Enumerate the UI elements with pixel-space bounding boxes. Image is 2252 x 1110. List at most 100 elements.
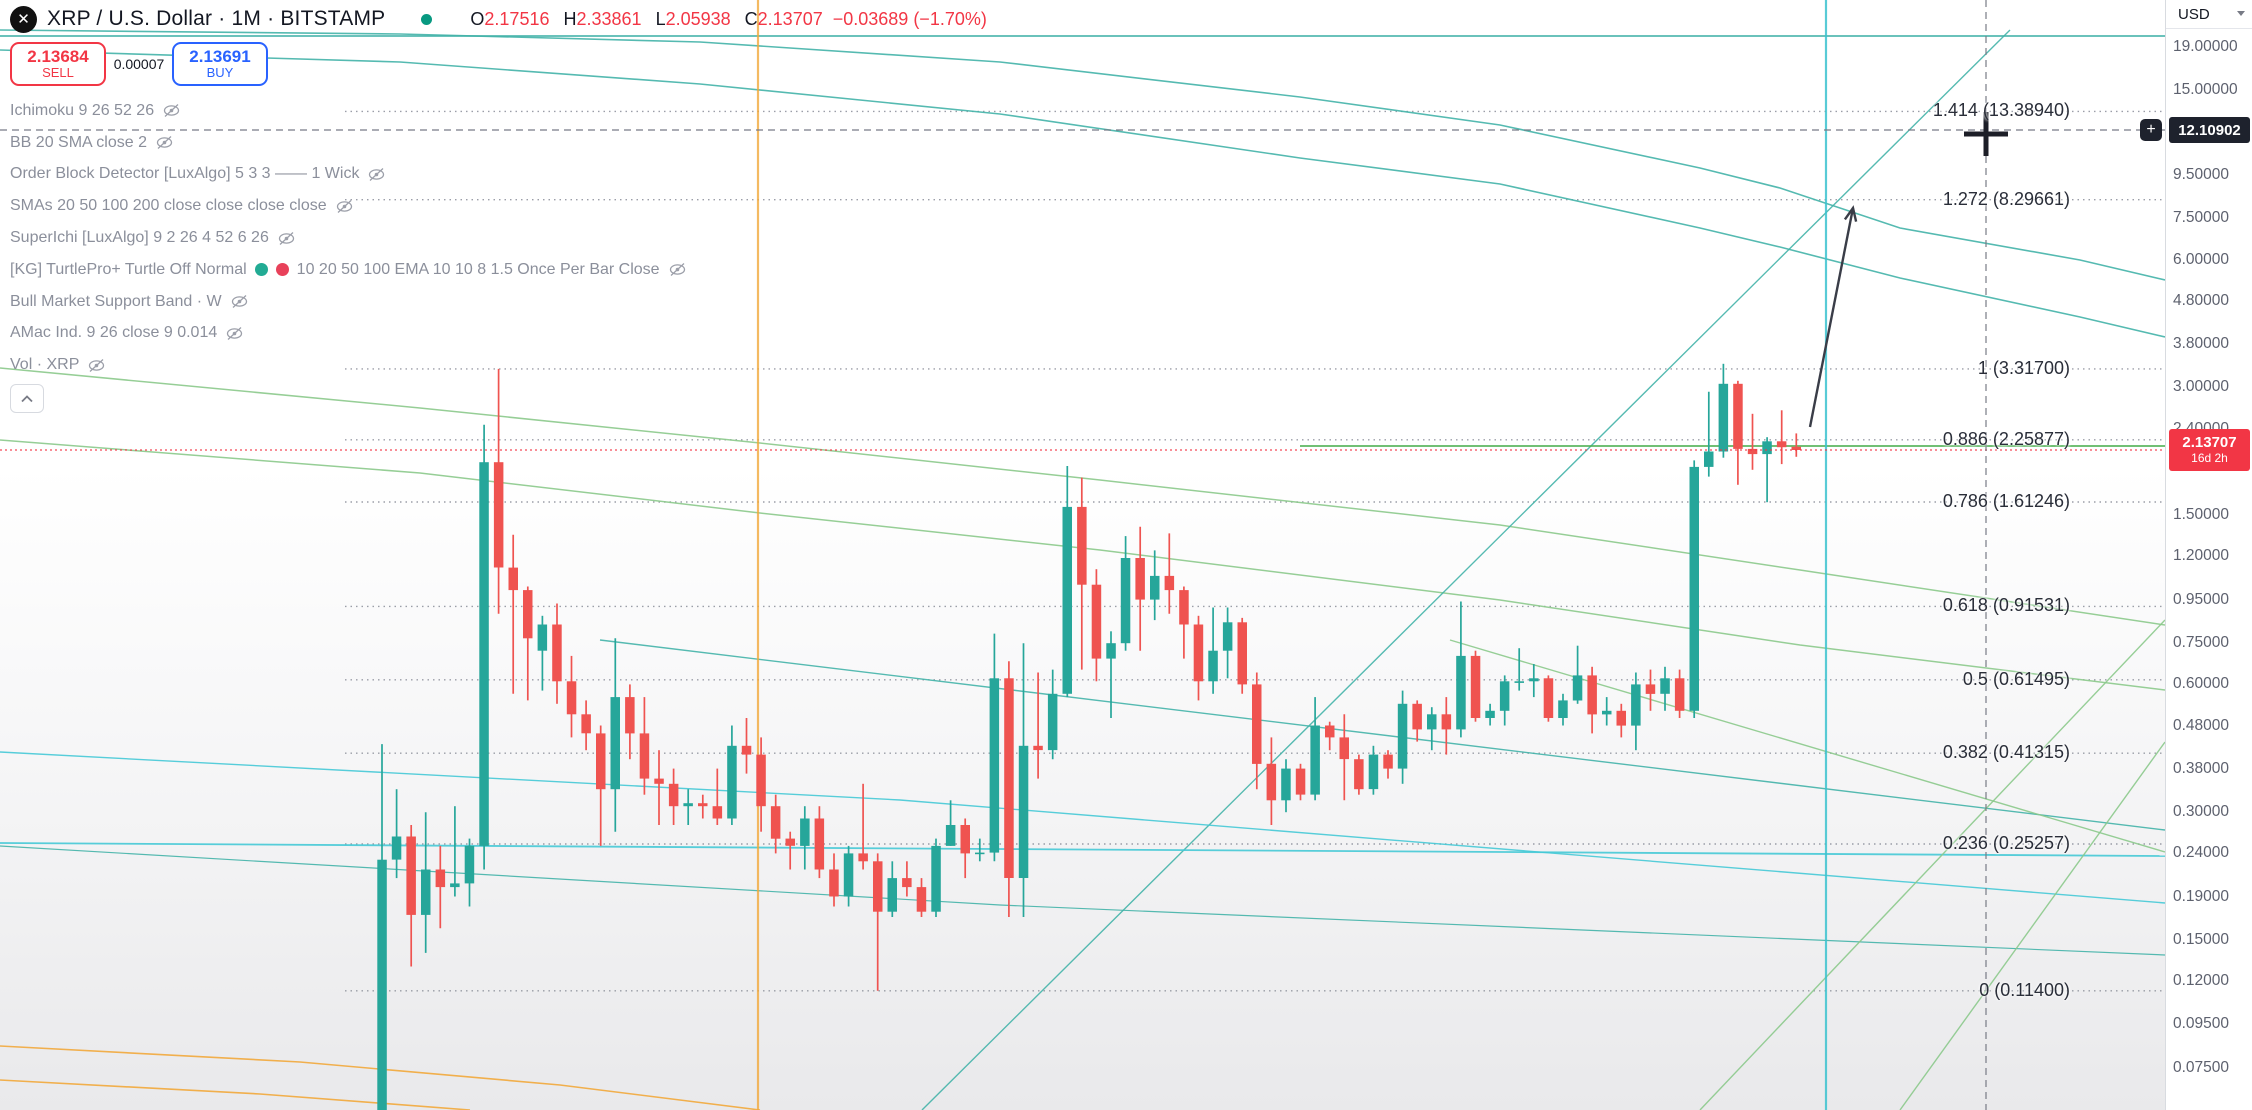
last-price-value: 2.13707: [2182, 434, 2237, 452]
fib-level-label: 0.5 (0.61495): [1962, 668, 2070, 689]
symbol-logo-icon[interactable]: ✕: [10, 5, 37, 33]
ohlc-item: O2.17516: [470, 8, 550, 29]
cyan-flat: [0, 842, 2165, 857]
price-tick: 15.00000: [2173, 81, 2238, 99]
ohlc-item: C2.13707: [744, 8, 823, 29]
eye-hidden-icon: [227, 326, 243, 340]
price-tick: 4.80000: [2173, 291, 2230, 309]
toggle-visibility-button[interactable]: [162, 103, 181, 118]
crosshair: [0, 0, 2165, 1110]
chart-canvas[interactable]: [0, 0, 2165, 1110]
ohlc-item: H2.33861: [563, 8, 642, 29]
teal-desc-low: [0, 845, 2165, 956]
cyan-desc: [0, 751, 2165, 904]
indicator-label[interactable]: Ichimoku 9 26 52 26: [10, 101, 155, 119]
price-tick: 0.60000: [2173, 675, 2230, 693]
rising-green-2: [1899, 741, 2165, 1110]
price-tick: 19.00000: [2173, 37, 2238, 55]
price-tick: 0.19000: [2173, 887, 2230, 905]
toggle-visibility-button[interactable]: [367, 167, 386, 182]
indicator-label[interactable]: BB 20 SMA close 2: [10, 133, 147, 151]
indicator-row[interactable]: [KG] TurtlePro+ Turtle Off Normal 10 20 5…: [10, 254, 687, 286]
eye-hidden-icon: [336, 199, 352, 213]
currency-selector[interactable]: USD: [2166, 0, 2252, 29]
price-tick: 0.48000: [2173, 716, 2230, 734]
toggle-visibility-button[interactable]: [277, 231, 296, 246]
green-desc-2: [0, 439, 2165, 691]
indicator-label[interactable]: [KG] TurtlePro+ Turtle Off Normal: [10, 260, 247, 278]
price-tick: 0.38000: [2173, 759, 2230, 777]
indicator-row[interactable]: Order Block Detector [LuxAlgo] 5 3 3 —— …: [10, 159, 687, 191]
indicator-row[interactable]: Bull Market Support Band · W: [10, 286, 687, 318]
price-tick: 7.50000: [2173, 209, 2230, 227]
symbol-title[interactable]: XRP / U.S. Dollar · 1M · BITSTAMP: [47, 7, 386, 30]
fib-level-label: 0.236 (0.25257): [1942, 832, 2070, 853]
eye-hidden-icon: [156, 136, 173, 150]
chart-pane[interactable]: ✕ XRP / U.S. Dollar · 1M · BITSTAMP O2.1…: [0, 0, 2165, 1110]
indicator-color-dot: [275, 263, 289, 277]
fib-level-label: 0.618 (0.91531): [1942, 595, 2070, 616]
eye-hidden-icon: [89, 358, 105, 372]
ohlc-values: O2.17516 H2.33861 L2.05938 C2.13707: [470, 9, 822, 30]
candlestick-series: [377, 363, 1801, 1110]
price-tick: 0.75000: [2173, 634, 2230, 652]
price-tick: 0.09500: [2173, 1015, 2230, 1033]
curve-lower: [0, 49, 2165, 338]
price-tick: 0.30000: [2173, 803, 2230, 821]
orange-curve-2: [0, 1079, 471, 1110]
toggle-visibility-button[interactable]: [155, 135, 174, 150]
toggle-visibility-button[interactable]: [225, 326, 244, 341]
toggle-visibility-button[interactable]: [668, 262, 687, 277]
rising-green-1: [1699, 619, 2165, 1110]
toggle-visibility-button[interactable]: [87, 358, 106, 373]
sell-label: SELL: [42, 65, 74, 81]
desc-diagonal: [599, 639, 2165, 831]
spread-value: 0.00007: [113, 56, 165, 72]
desc-green-low: [1449, 639, 2165, 853]
fib-level-label: 0.886 (2.25877): [1942, 428, 2070, 449]
indicator-row[interactable]: SMAs 20 50 100 200 close close close clo…: [10, 190, 687, 222]
crosshair-price-badge: 12.10902: [2169, 117, 2250, 143]
sell-button[interactable]: 2.13684 SELL: [10, 42, 106, 86]
trend-arrow-annotation[interactable]: [1808, 205, 1858, 428]
collapse-legend-button[interactable]: [10, 384, 44, 413]
fib-level-label: 1.414 (13.38940): [1932, 100, 2070, 121]
eye-hidden-icon: [369, 168, 385, 181]
chevron-down-icon: [2237, 11, 2245, 16]
eye-hidden-icon: [669, 263, 685, 277]
trade-panel: 2.13684 SELL 0.00007 2.13691 BUY: [10, 42, 268, 86]
price-tick: 1.20000: [2173, 547, 2230, 565]
indicator-label[interactable]: Vol · XRP: [10, 356, 80, 374]
price-axis[interactable]: USD 19.00000 15.00000 9.50000 7.50000 6.0000…: [2140, 0, 2252, 1110]
eye-hidden-icon: [163, 104, 180, 118]
curve-upper: [0, 29, 2165, 281]
indicator-label[interactable]: Order Block Detector [LuxAlgo] 5 3 3 —— …: [10, 165, 360, 183]
price-tick: 9.50000: [2173, 165, 2230, 183]
rising-diagonal: [921, 29, 2011, 1110]
indicator-label[interactable]: Bull Market Support Band · W: [10, 292, 222, 310]
ohlc-item: L2.05938: [655, 8, 731, 29]
indicator-row[interactable]: Ichimoku 9 26 52 26: [10, 95, 687, 127]
buy-button[interactable]: 2.13691 BUY: [172, 42, 268, 86]
indicator-label[interactable]: SuperIchi [LuxAlgo] 9 2 26 4 52 6 26: [10, 229, 269, 247]
chart-header: ✕ XRP / U.S. Dollar · 1M · BITSTAMP O2.1…: [10, 4, 987, 34]
eye-hidden-icon: [231, 295, 247, 309]
indicator-label[interactable]: AMac Ind. 9 26 close 9 0.014: [10, 324, 218, 342]
price-tick: 0.07500: [2173, 1059, 2230, 1077]
indicator-row[interactable]: Vol · XRP: [10, 349, 687, 381]
last-price-badge: 2.13707 16d 2h: [2169, 428, 2250, 471]
add-alert-plus-icon[interactable]: +: [2140, 119, 2162, 141]
indicator-row[interactable]: SuperIchi [LuxAlgo] 9 2 26 4 52 6 26: [10, 222, 687, 254]
price-tick: 6.00000: [2173, 250, 2230, 268]
indicator-label[interactable]: SMAs 20 50 100 200 close close close clo…: [10, 197, 327, 215]
indicator-color-dot: [254, 263, 268, 277]
price-tick: 3.00000: [2173, 378, 2230, 396]
indicator-row[interactable]: BB 20 SMA close 2: [10, 127, 687, 159]
indicator-legend: Ichimoku 9 26 52 26 BB 20 SMA close 2 Or…: [10, 95, 687, 381]
indicator-row[interactable]: AMac Ind. 9 26 close 9 0.014: [10, 318, 687, 350]
toggle-visibility-button[interactable]: [335, 199, 354, 214]
fib-level-label: 1 (3.31700): [1977, 357, 2070, 378]
indicator-params: 10 20 50 100 EMA 10 10 8 1.5 Once Per Ba…: [296, 260, 660, 278]
toggle-visibility-button[interactable]: [230, 294, 249, 309]
